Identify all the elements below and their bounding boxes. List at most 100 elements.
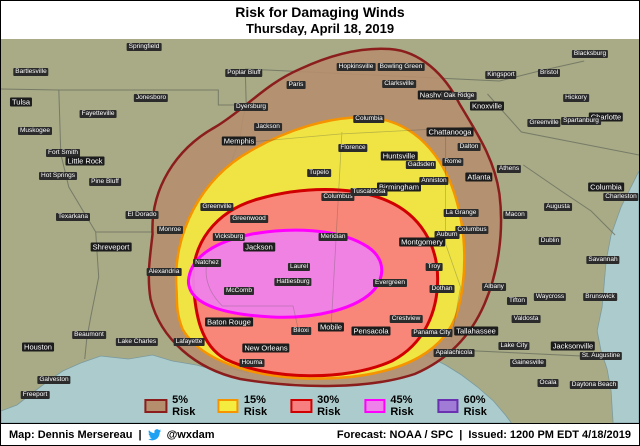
- map-date: Thursday, April 18, 2019: [245, 21, 395, 36]
- legend-swatch: [364, 399, 386, 413]
- city-label: La Grange: [443, 209, 479, 217]
- city-label: Rome: [442, 158, 464, 166]
- title-bar: Risk for Damaging Winds Thursday, April …: [1, 1, 639, 39]
- city-label: Alexandria: [146, 268, 182, 276]
- attribution-bar: Map: Dennis Mersereau | @wxdam Forecast:…: [1, 423, 639, 445]
- city-label: Lake City: [498, 342, 530, 350]
- credit-group: Map: Dennis Mersereau | @wxdam: [9, 428, 215, 441]
- city-label: Natchez: [193, 259, 221, 267]
- city-label: Columbia: [353, 115, 385, 123]
- city-label: Lafayette: [173, 338, 205, 346]
- city-label: Nashville: [417, 90, 453, 100]
- city-label: Meridian: [318, 233, 348, 241]
- city-label: Brunswick: [583, 293, 617, 301]
- legend-swatch: [217, 399, 239, 413]
- city-label: Biloxi: [291, 327, 311, 335]
- city-label: Knoxville: [469, 101, 505, 111]
- city-label: Fort Smith: [46, 149, 80, 157]
- city-label: Augusta: [544, 203, 572, 211]
- city-label: Huntsville: [380, 151, 418, 161]
- city-label: Savannah: [586, 256, 620, 264]
- city-label: Dalton: [457, 143, 481, 151]
- city-label: Clarksville: [382, 80, 416, 88]
- city-label: Memphis: [221, 136, 257, 146]
- city-label: St. Augustine: [579, 352, 623, 360]
- legend-swatch: [437, 399, 459, 413]
- city-label: Vicksburg: [212, 233, 246, 241]
- city-label: Auburn: [434, 231, 460, 239]
- legend-item: 5% Risk: [144, 394, 202, 418]
- city-label: Columbus: [455, 226, 489, 234]
- legend-label: 15% Risk: [243, 394, 268, 418]
- city-label: Hopkinsville: [336, 63, 376, 71]
- city-label: Paris: [286, 81, 306, 89]
- legend: 5% Risk 15% Risk 30% Risk 45% Risk 60% Risk: [144, 394, 495, 418]
- map-canvas: [1, 47, 639, 423]
- legend-swatch: [290, 399, 313, 413]
- footer-separator-right: |: [459, 428, 463, 441]
- city-label: Jackson: [243, 242, 275, 252]
- issued-timestamp: Issued: 1200 PM EDT 4/18/2019: [468, 428, 631, 441]
- city-label: Pensacola: [351, 326, 391, 336]
- city-label: Albany: [482, 283, 506, 291]
- atlantic-ocean-water: [596, 170, 639, 423]
- city-label: New Orleans: [242, 343, 290, 353]
- city-label: Panama City: [411, 329, 453, 337]
- risk-map: Springfield Bartlesville Tulsa Muskogee Faye…: [1, 39, 639, 423]
- city-label: Florence: [338, 144, 368, 152]
- city-label: Oak Ridge: [441, 92, 477, 100]
- city-label: Tifton: [506, 297, 528, 305]
- city-label: Houston: [22, 342, 54, 352]
- city-label: Beaumont: [72, 331, 106, 339]
- city-label: Ocala: [537, 379, 559, 387]
- city-label: Texarkana: [56, 213, 90, 221]
- city-label: Macon: [503, 211, 527, 219]
- city-label: Jackson: [254, 123, 282, 131]
- city-label: Atlanta: [465, 172, 493, 182]
- city-label: Valdosta: [511, 315, 541, 323]
- city-label: Bartlesville: [13, 68, 49, 76]
- city-label: Monroe: [156, 226, 184, 234]
- city-label: Jonesboro: [133, 94, 169, 102]
- city-label: Dyersburg: [234, 103, 268, 111]
- city-label: Baton Rouge: [205, 317, 253, 327]
- city-label: Greenville: [527, 119, 561, 127]
- city-label: Mobile: [317, 322, 345, 332]
- city-label: Tuscaloosa: [350, 188, 388, 196]
- city-label: Dothan: [429, 285, 455, 293]
- city-label: Anniston: [419, 177, 449, 185]
- city-label: Fayetteville: [79, 110, 117, 118]
- legend-label: 30% Risk: [317, 394, 341, 418]
- city-label: Apalachicola: [433, 349, 475, 357]
- city-label: Gadsden: [405, 161, 437, 169]
- city-label: Poplar Bluff: [225, 69, 263, 77]
- city-label: Crestview: [389, 315, 423, 323]
- city-label: Kingsport: [485, 71, 517, 79]
- legend-item: 45% Risk: [364, 394, 422, 418]
- twitter-icon: [147, 429, 161, 441]
- city-label: McComb: [223, 287, 255, 295]
- city-label: Columbia: [588, 182, 624, 192]
- city-label: Springfield: [126, 43, 162, 51]
- city-label: Greenville: [200, 203, 234, 211]
- city-label: El Dorado: [125, 211, 159, 219]
- twitter-handle: @wxdam: [166, 428, 215, 441]
- city-label: Freeport: [20, 391, 50, 399]
- city-label: Bowling Green: [377, 63, 425, 71]
- legend-item: 15% Risk: [217, 394, 276, 418]
- city-label: Tallahassee: [454, 326, 498, 336]
- forecast-source: Forecast: NOAA / SPC: [336, 428, 454, 441]
- city-label: Spartanburg: [561, 117, 601, 125]
- map-title: Risk for Damaging Winds: [235, 4, 405, 20]
- city-label: Hattiesburg: [274, 278, 312, 286]
- city-label: Bristol: [537, 69, 561, 77]
- city-label: Hickory: [563, 94, 589, 102]
- city-label: Little Rock: [65, 156, 105, 166]
- city-label: Waycross: [533, 293, 567, 301]
- city-label: Tupelo: [307, 169, 331, 177]
- footer-separator-left: |: [138, 428, 142, 441]
- city-label: Blacksburg: [571, 50, 609, 58]
- city-label: Tulsa: [9, 97, 33, 107]
- city-label: Houma: [239, 359, 265, 367]
